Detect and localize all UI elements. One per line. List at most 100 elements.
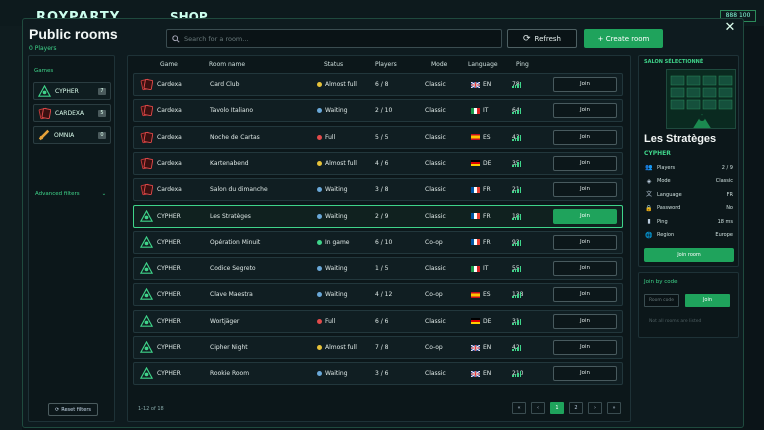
flag-fr-icon [471,186,480,193]
signal-icon [512,187,521,194]
row-game: Cardexa [157,133,182,141]
lock-icon: 🔒 [645,204,653,212]
row-mode: Classic [425,186,446,194]
signal-icon [512,292,521,299]
game-count-badge: 7 [98,87,106,95]
detail-label: Mode [657,178,671,184]
search-box[interactable] [166,29,502,48]
cardexa-icon [140,131,154,144]
row-players: 6 / 8 [375,81,389,88]
table-row[interactable]: CYPHER Codice Segreto Waiting 1 / 5 Classic I… [133,257,623,281]
page-button[interactable]: 2 [569,402,583,414]
create-room-label: + Create room [597,34,650,43]
table-row[interactable]: CYPHER Wortjäger Full 6 / 6 Classic DE 31 Join [133,309,623,333]
status-dot-icon [317,82,322,87]
game-filter-cardexa[interactable]: CARDEXA 5 [33,104,111,122]
cypher-icon [139,209,154,223]
header-room: Room name [209,61,246,68]
page-button[interactable]: ‹ [531,402,545,414]
join-by-code-button[interactable]: Join [685,294,730,307]
table-row[interactable]: Cardexa Salon du dimanche Waiting 3 / 8 Clas… [133,178,623,202]
join-button[interactable]: Join [553,129,617,145]
join-button[interactable]: Join [553,103,617,119]
join-button[interactable]: Join [553,340,617,355]
join-button[interactable]: Join [553,261,617,277]
join-button[interactable]: Join [553,208,617,224]
signal-icon [512,266,521,273]
row-game: CYPHER [157,317,181,325]
signal-icon [512,345,521,351]
row-players: 2 / 9 [375,212,389,220]
page-button[interactable]: 1 [550,402,564,414]
table-row[interactable]: CYPHER Cipher Night Almost full 7 / 8 Co-op E… [133,336,623,359]
table-row[interactable]: CYPHER Clave Maestra Waiting 4 / 12 Co-op ES 1… [133,283,623,307]
flag-it-icon [471,107,480,114]
table-row[interactable]: CYPHER Opération Minuit In game 6 / 10 Co-op… [133,230,623,254]
row-ping: 55 [512,265,521,273]
public-rooms-modal: Public rooms 0 Players ✕ ⟳ Refresh + Cre… [22,18,744,428]
join-button[interactable]: Join [553,234,617,250]
omnia-icon [38,129,50,141]
row-status: In game [317,239,350,246]
page-button[interactable]: » [607,402,621,414]
table-row[interactable]: Cardexa Kartenabend Almost full 4 / 6 Classi… [133,151,623,175]
reset-filters-button[interactable]: ⟳ Reset filters [48,403,98,416]
header-game: Game [160,61,178,68]
row-ping: 138 [512,291,523,299]
detail-region: 🌐 Region Europe [645,232,733,239]
flag-it-icon [471,265,480,272]
join-room-button[interactable]: Join room [644,248,734,262]
join-button[interactable]: Join [553,155,617,171]
create-room-button[interactable]: + Create room [584,29,663,48]
row-mode: Classic [425,107,446,115]
table-row[interactable]: CYPHER Les Stratèges Waiting 2 / 9 Classic FR… [133,204,623,228]
join-by-code-panel: Join by code Room code Join Not all room… [638,272,739,338]
status-dot-icon [317,371,322,377]
row-room-name: Codice Segreto [210,265,256,273]
cypher-icon [139,261,154,275]
signal-icon [512,318,521,325]
row-language: DE [471,318,491,325]
row-ping: 42 [512,344,521,351]
row-room-name: Card Club [210,81,240,88]
join-button[interactable]: Join [553,313,617,329]
join-button[interactable]: Join [553,287,617,303]
table-row[interactable]: Cardexa Tavolo Italiano Waiting 2 / 10 Class… [133,99,623,123]
join-button[interactable]: Join [553,182,617,198]
status-dot-icon [317,213,322,219]
search-icon [172,34,180,43]
row-ping: 18 [512,213,521,220]
game-filter-cypher[interactable]: CYPHER 7 [33,82,111,100]
detail-label: Language [657,191,682,198]
refresh-button[interactable]: ⟳ Refresh [507,29,577,48]
game-filter-omnia[interactable]: OMNIA 0 [33,126,111,144]
row-mode: Co-op [425,238,443,246]
row-status: Waiting [317,186,348,193]
cardexa-icon [140,183,154,196]
row-mode: Classic [425,133,446,141]
table-row[interactable]: CYPHER Rookie Room Waiting 3 / 6 Classic EN 21… [133,362,623,386]
row-status: Waiting [317,265,348,272]
room-code-input[interactable]: Room code [644,294,679,307]
page-button[interactable]: « [512,402,526,414]
page-button[interactable]: › [588,402,602,414]
flag-gb-icon [471,370,480,377]
header-mode: Mode [431,61,448,68]
join-button[interactable]: Join [553,77,617,92]
table-row[interactable]: Cardexa Noche de Cartas Full 5 / 5 Classic ES… [133,125,623,149]
join-button[interactable]: Join [553,366,617,382]
detail-label: Region [657,232,675,238]
advanced-filters-toggle[interactable]: Advanced filters ⌄ [35,191,106,197]
row-mode: Classic [425,81,446,88]
close-icon[interactable]: ✕ [724,20,736,35]
row-ping: 21 [512,186,521,194]
row-mode: Classic [425,159,446,167]
search-input[interactable] [184,34,484,43]
row-game: Cardexa [157,186,182,194]
flag-es-icon [471,134,480,141]
table-row[interactable]: Cardexa Card Club Almost full 6 / 8 Classic E… [133,73,623,96]
row-ping: 210 [512,370,523,378]
row-room-name: Wortjäger [210,317,240,325]
language-icon: 文 [645,191,652,198]
row-mode: Classic [425,370,446,378]
